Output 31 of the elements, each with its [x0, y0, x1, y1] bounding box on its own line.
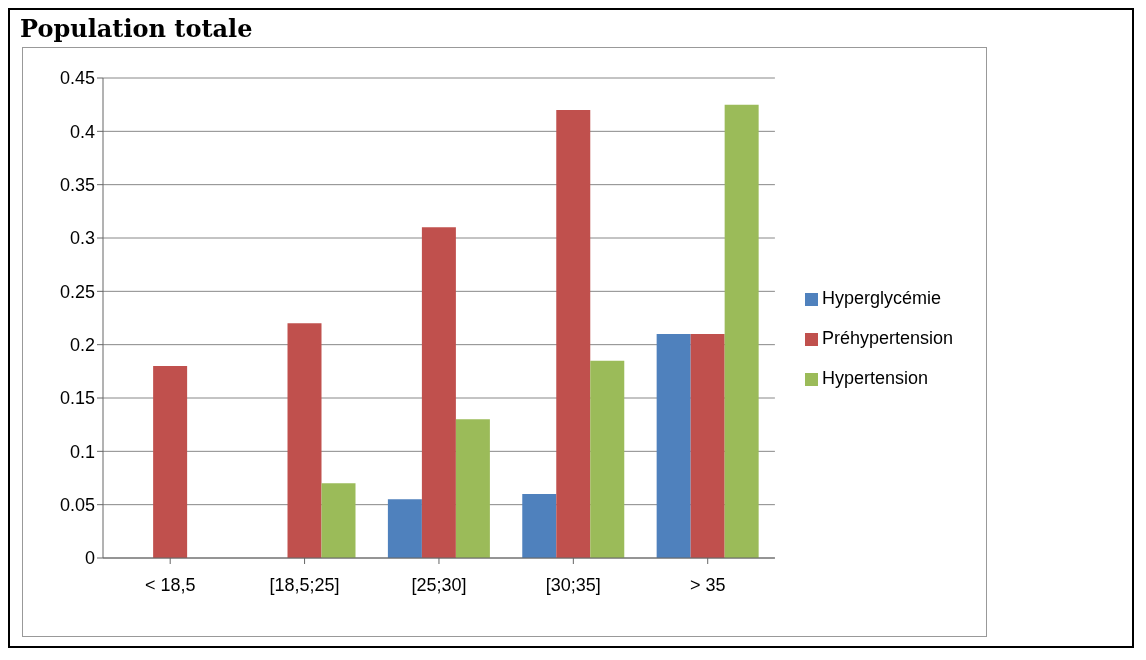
bar [153, 366, 188, 558]
legend-label: Hypertension [821, 368, 928, 388]
x-tick-label: [18,5;25] [269, 574, 340, 595]
y-tick-label: 0.35 [59, 175, 95, 196]
x-tick-label: < 18,5 [144, 574, 196, 595]
bar [724, 104, 759, 558]
bar [522, 494, 557, 558]
legend-label: Préhypertension [821, 328, 953, 348]
y-tick-label: 0.1 [69, 441, 95, 462]
x-tick-label: [25;30] [411, 574, 467, 595]
y-tick-label: 0.2 [69, 335, 95, 356]
y-tick-label: 0.45 [59, 68, 95, 89]
bar [387, 499, 422, 558]
y-tick-label: 0.05 [59, 495, 95, 516]
bar [455, 419, 490, 558]
x-tick-label: [30;35] [545, 574, 601, 595]
x-tick-label: > 35 [689, 574, 726, 595]
bar [287, 323, 322, 558]
bar [421, 227, 456, 558]
chart-title: Population totale [19, 13, 254, 45]
bar [321, 483, 356, 558]
legend-label: Hyperglycémie [821, 288, 941, 308]
y-tick-label: 0.25 [59, 281, 95, 302]
y-tick-label: 0.15 [59, 388, 95, 409]
bar [656, 334, 691, 558]
y-tick-label: 0.3 [69, 228, 95, 249]
y-tick-label: 0.4 [69, 121, 95, 142]
bar [556, 110, 591, 558]
y-tick-label: 0 [84, 548, 95, 569]
bar [690, 334, 725, 558]
bar [590, 360, 625, 558]
